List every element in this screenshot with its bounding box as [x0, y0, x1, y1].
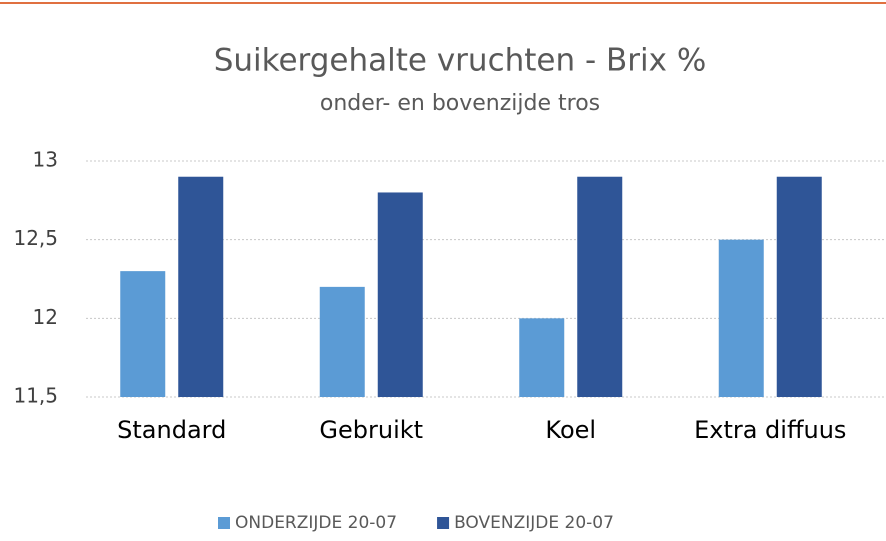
legend-swatch — [437, 517, 450, 529]
bar — [718, 239, 764, 397]
x-tick-label: Extra diffuus — [694, 416, 846, 444]
legend-label: ONDERZIJDE 20-07 — [235, 513, 397, 533]
bar — [319, 286, 365, 397]
x-tick-label: Standard — [117, 416, 226, 444]
x-tick-label: Gebruikt — [319, 416, 423, 444]
bar — [776, 176, 822, 397]
bar — [577, 176, 623, 397]
x-tick-label: Koel — [545, 416, 596, 444]
bar — [120, 271, 166, 397]
chart-subtitle: onder- en bovenzijde tros — [320, 91, 600, 116]
bar — [519, 318, 565, 397]
legend-label: BOVENZIJDE 20-07 — [454, 513, 614, 533]
y-tick-label: 12 — [33, 305, 58, 329]
legend-swatch — [218, 517, 230, 529]
bar — [178, 176, 224, 397]
y-tick-label: 12,5 — [13, 226, 58, 250]
bar — [377, 192, 423, 397]
chart-title: Suikergehalte vruchten - Brix % — [214, 43, 707, 79]
y-tick-label: 11,5 — [13, 384, 58, 408]
y-tick-label: 13 — [33, 148, 58, 172]
